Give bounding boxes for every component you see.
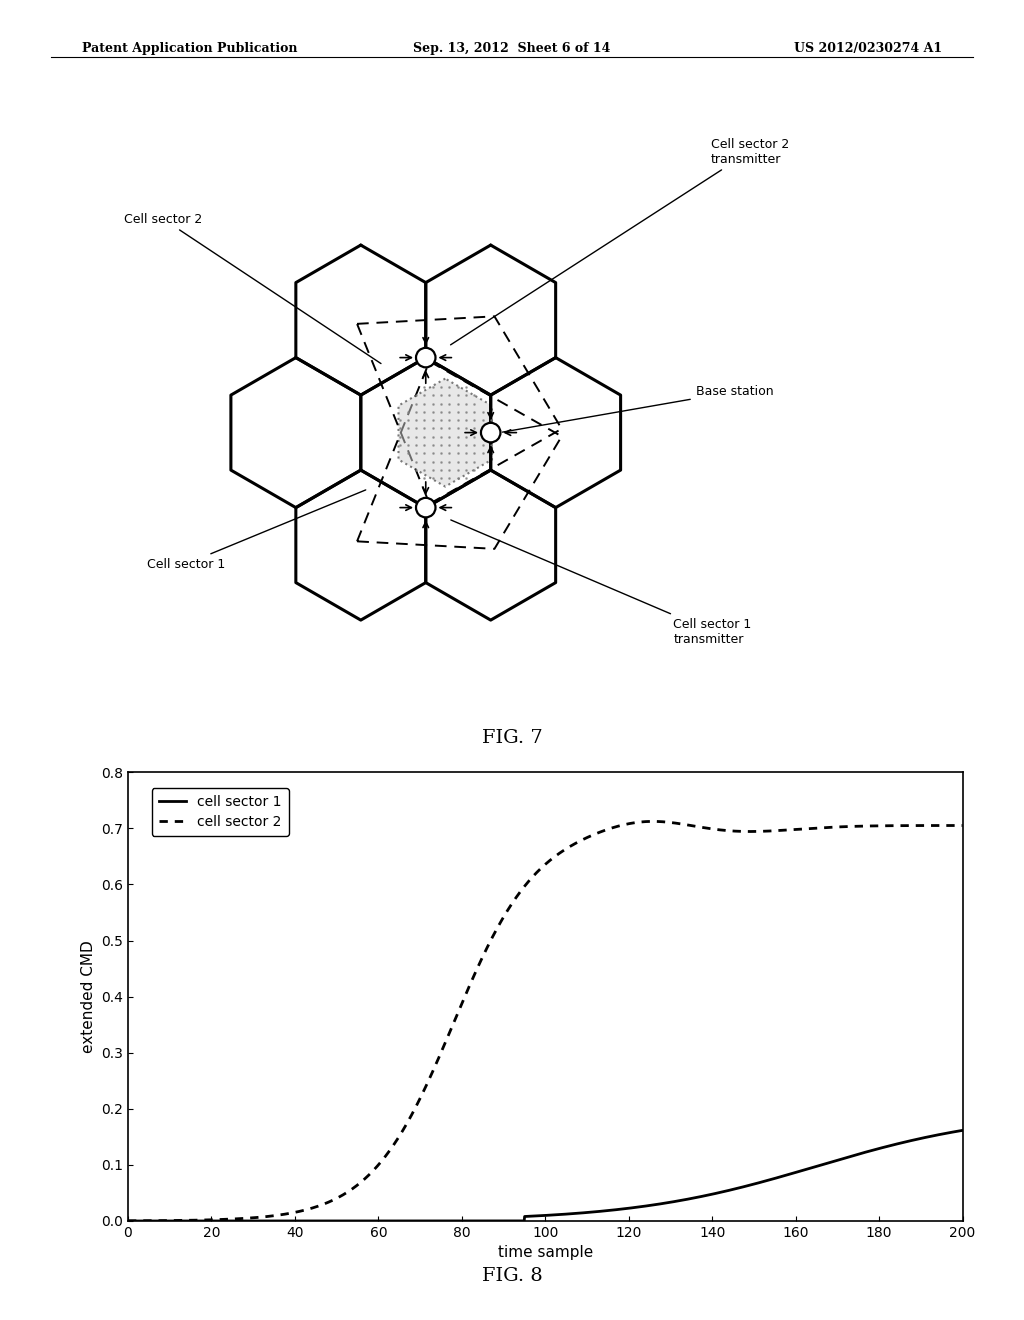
Circle shape: [481, 422, 501, 442]
Legend: cell sector 1, cell sector 2: cell sector 1, cell sector 2: [152, 788, 289, 836]
cell sector 1: [122, 1213, 134, 1229]
cell sector 2: [122, 1213, 134, 1229]
Circle shape: [416, 498, 435, 517]
Text: Sep. 13, 2012  Sheet 6 of 14: Sep. 13, 2012 Sheet 6 of 14: [414, 42, 610, 55]
Text: Patent Application Publication: Patent Application Publication: [82, 42, 297, 55]
cell sector 1: [527, 1208, 540, 1224]
Text: FIG. 8: FIG. 8: [481, 1267, 543, 1286]
Text: FIG. 7: FIG. 7: [481, 729, 543, 747]
cell sector 2: [506, 896, 518, 912]
Text: Cell sector 2: Cell sector 2: [124, 213, 381, 363]
Text: Cell sector 2
transmitter: Cell sector 2 transmitter: [451, 137, 790, 345]
cell sector 2: [779, 822, 792, 838]
cell sector 1: [932, 1127, 944, 1143]
Line: cell sector 1: cell sector 1: [128, 1130, 963, 1221]
cell sector 2: [932, 817, 944, 833]
cell sector 2: [527, 867, 540, 883]
cell sector 1: [932, 1127, 944, 1143]
Text: Base station: Base station: [503, 385, 773, 432]
Polygon shape: [398, 379, 492, 487]
cell sector 2: [933, 817, 945, 833]
Y-axis label: extended CMD: extended CMD: [81, 940, 95, 1053]
Circle shape: [416, 348, 435, 367]
X-axis label: time sample: time sample: [498, 1245, 593, 1261]
cell sector 2: [165, 1213, 177, 1229]
cell sector 1: [165, 1213, 177, 1229]
Text: Cell sector 1: Cell sector 1: [146, 490, 366, 570]
Text: US 2012/0230274 A1: US 2012/0230274 A1: [794, 42, 942, 55]
cell sector 1: [506, 1213, 518, 1229]
cell sector 1: [956, 1122, 969, 1138]
Line: cell sector 2: cell sector 2: [128, 821, 963, 1221]
cell sector 1: [779, 1168, 792, 1184]
Text: Cell sector 1
transmitter: Cell sector 1 transmitter: [451, 520, 752, 645]
cell sector 2: [956, 817, 969, 833]
cell sector 2: [646, 813, 658, 829]
